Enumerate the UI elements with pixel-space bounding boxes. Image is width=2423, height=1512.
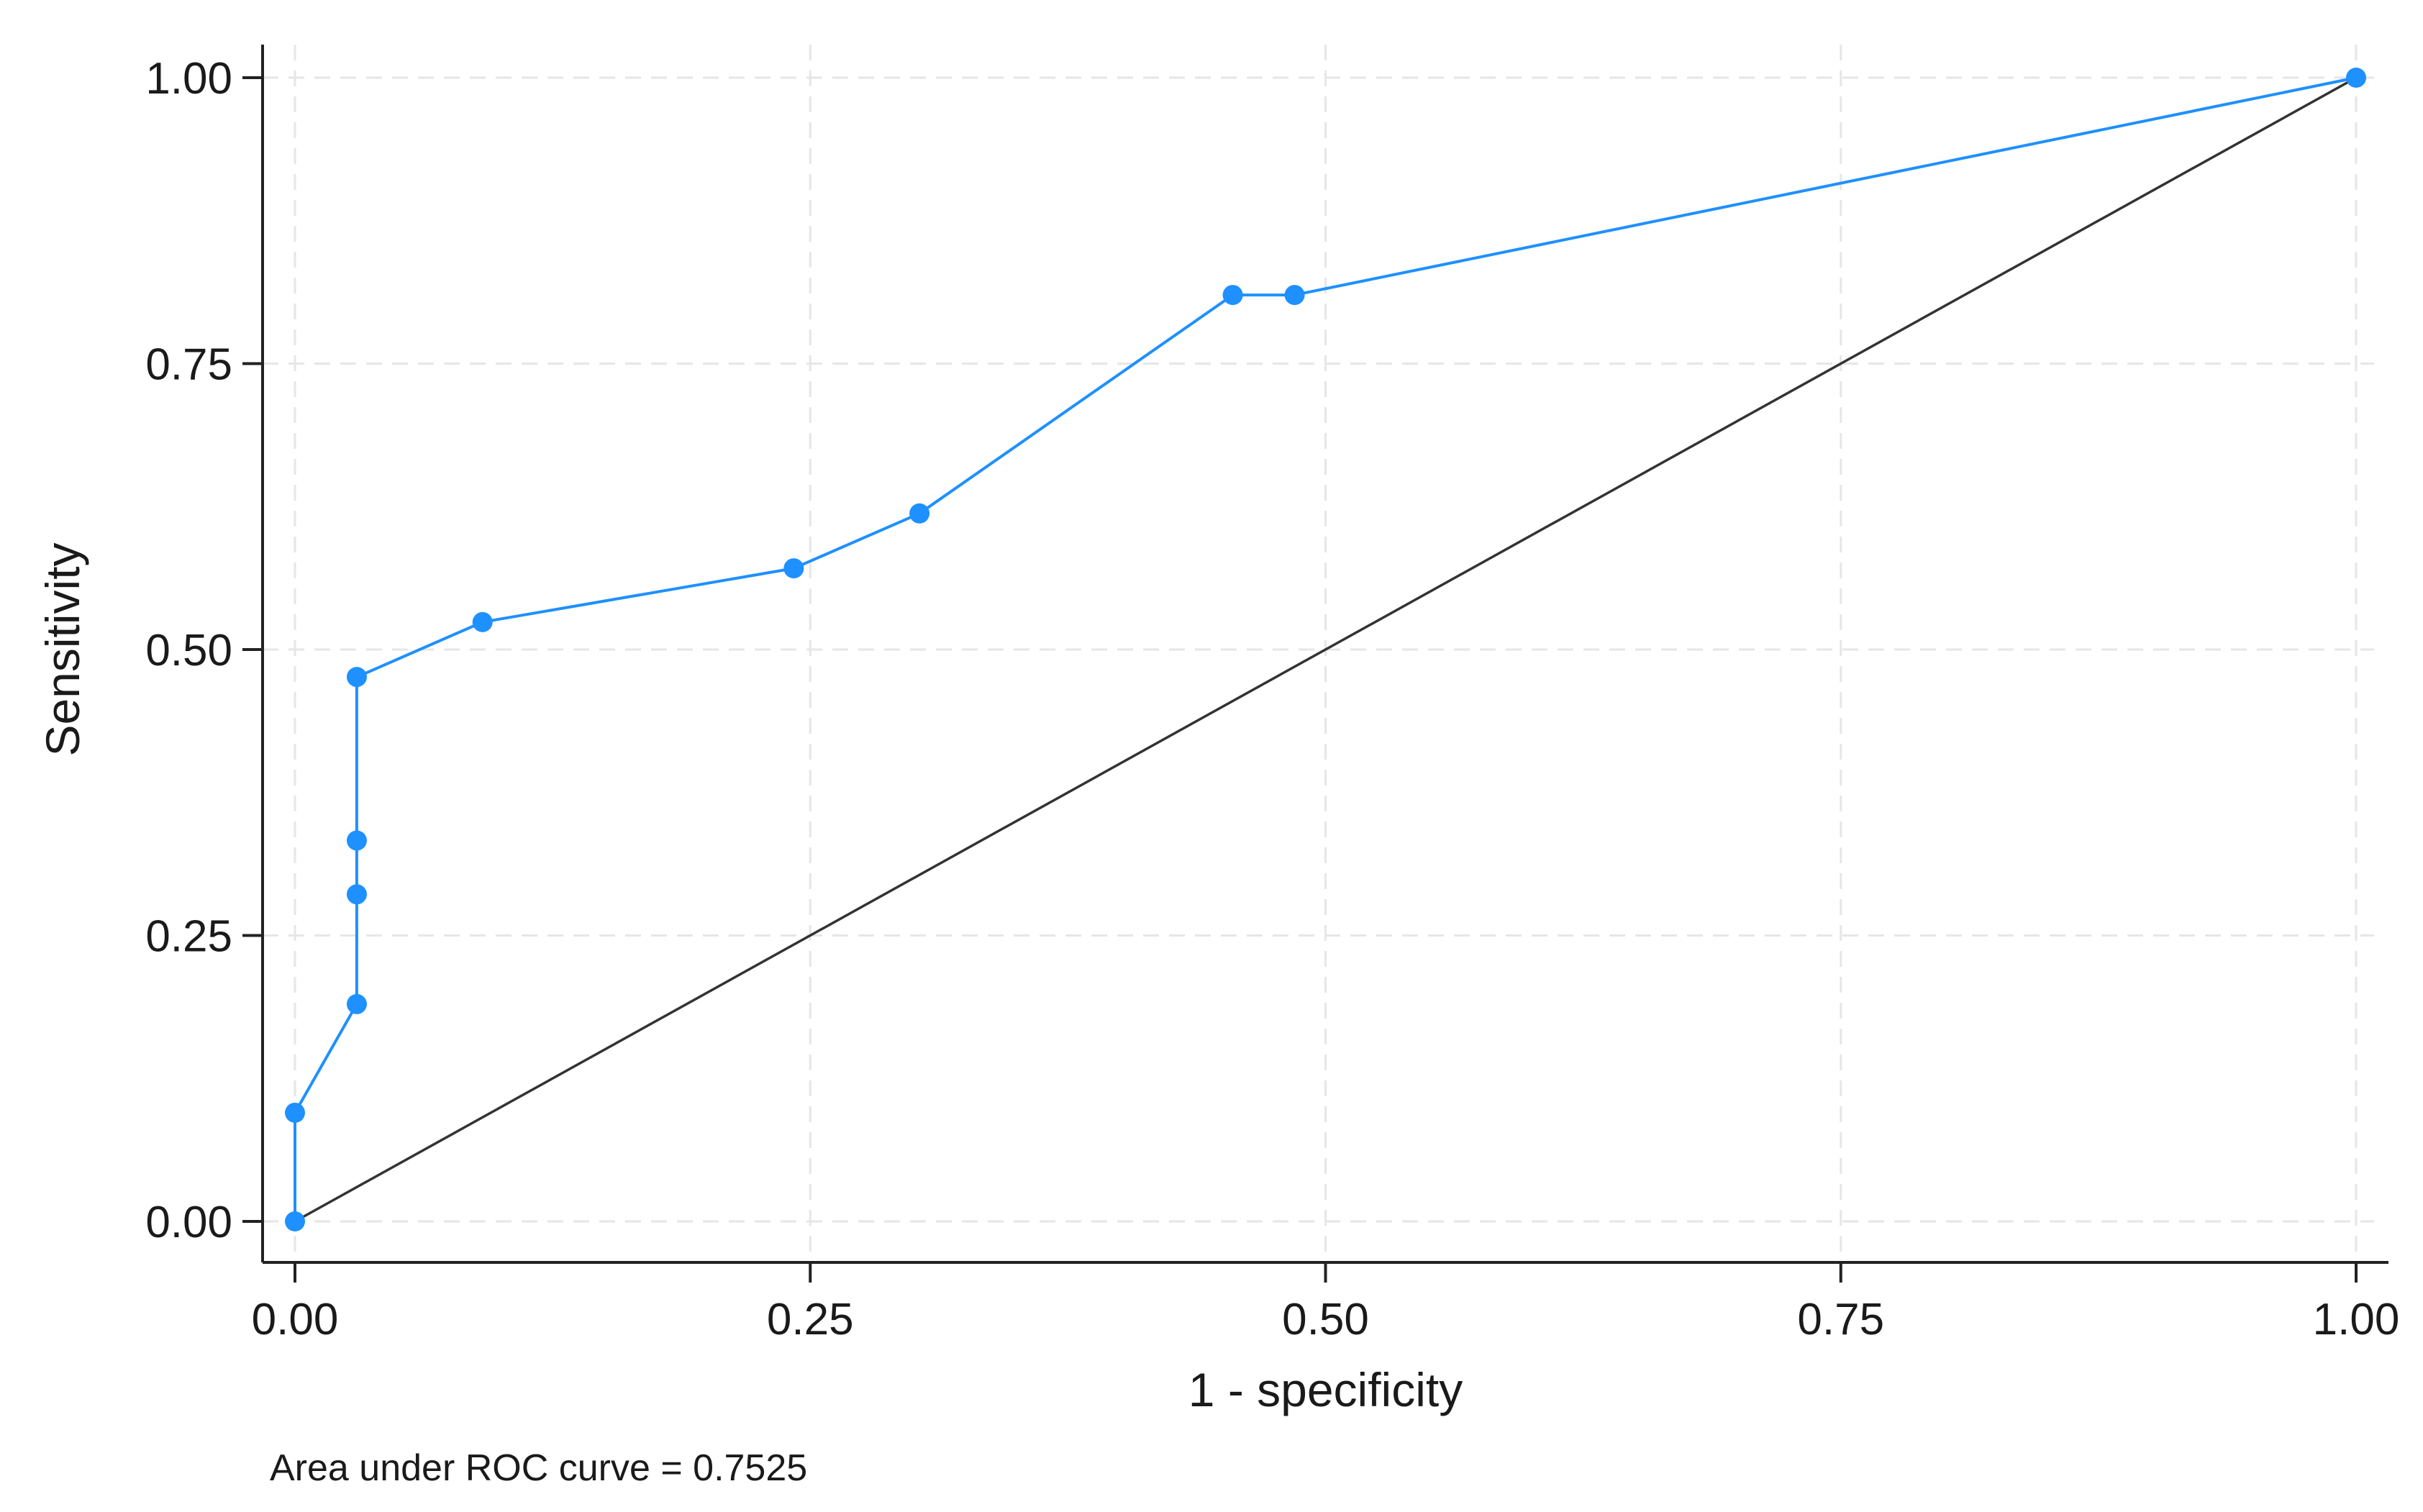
roc-point xyxy=(346,667,367,688)
auc-note: Area under ROC curve = 0.7525 xyxy=(270,1447,807,1489)
x-tick-label: 0.00 xyxy=(252,1295,339,1344)
x-tick-label: 0.75 xyxy=(1797,1295,1884,1344)
y-tick-label: 0.00 xyxy=(145,1198,232,1247)
roc-point xyxy=(783,558,804,579)
y-tick-label: 0.50 xyxy=(145,626,232,675)
x-tick-label: 1.00 xyxy=(2313,1295,2400,1344)
y-axis-title: Sensitivity xyxy=(36,542,89,756)
x-tick-label: 0.50 xyxy=(1282,1295,1369,1344)
series-layer xyxy=(285,68,2366,1231)
roc-point xyxy=(285,1102,305,1123)
gridlines xyxy=(263,45,2374,1262)
roc-point xyxy=(285,1211,305,1231)
roc-point xyxy=(909,503,930,524)
y-tick-label: 0.75 xyxy=(145,340,232,390)
roc-point xyxy=(2346,68,2366,88)
x-axis-title: 1 - specificity xyxy=(1188,1363,1463,1416)
y-tick-label: 1.00 xyxy=(145,54,232,104)
reference-diagonal-line xyxy=(294,76,2357,1223)
roc-point xyxy=(1222,285,1243,306)
y-axis-ticks: 0.00 0.25 0.50 0.75 1.00 xyxy=(145,54,263,1247)
roc-point xyxy=(1284,285,1305,306)
x-axis-ticks: 0.00 0.25 0.50 0.75 1.00 xyxy=(252,1262,2400,1344)
roc-point xyxy=(346,884,367,905)
roc-curve-line xyxy=(294,76,2357,1221)
roc-point xyxy=(346,830,367,851)
x-tick-label: 0.25 xyxy=(767,1295,854,1344)
y-tick-label: 0.25 xyxy=(145,912,232,962)
roc-point xyxy=(346,993,367,1014)
roc-point xyxy=(472,611,493,632)
